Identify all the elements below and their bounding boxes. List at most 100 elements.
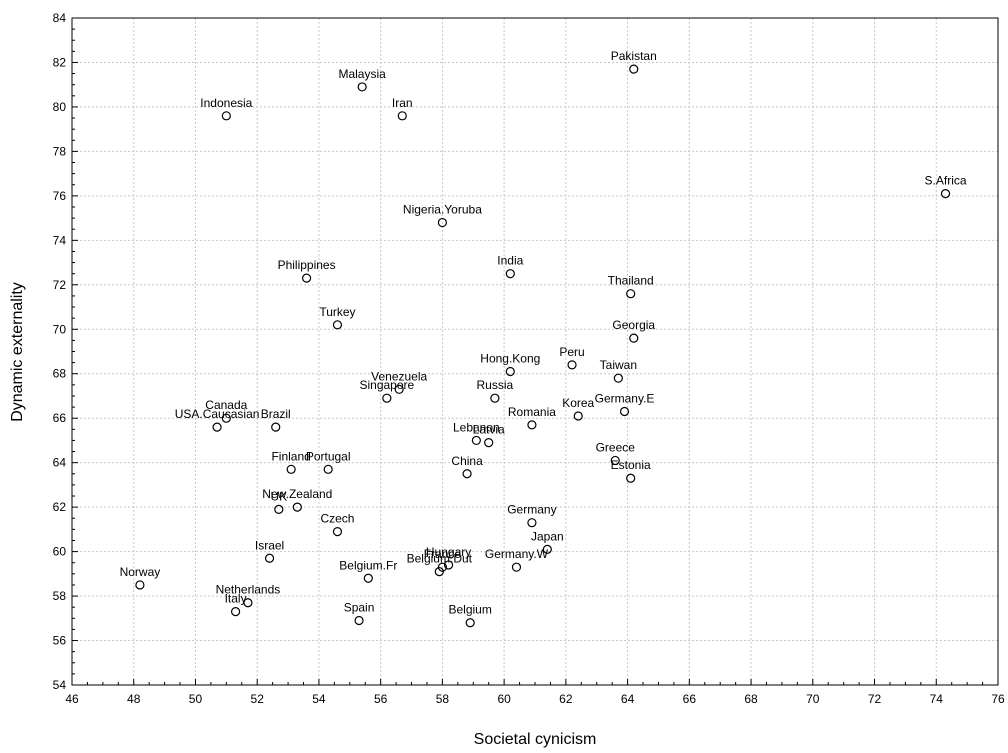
point-label: Norway: [120, 565, 161, 579]
data-point: [484, 438, 494, 448]
grid-lines: [72, 18, 998, 685]
data-point: [505, 269, 515, 279]
x-tick-label: 72: [868, 692, 882, 706]
point-label: Romania: [508, 405, 556, 419]
point-label: S.Africa: [925, 174, 967, 188]
data-point: [629, 333, 639, 343]
y-tick-label: 78: [53, 144, 67, 158]
data-point: [567, 360, 577, 370]
point-label: Indonesia: [200, 96, 252, 110]
point-label: Belgium.Dut: [407, 552, 473, 566]
point-label: Czech: [320, 512, 354, 526]
y-tick-label: 80: [53, 100, 67, 114]
x-tick-label: 62: [559, 692, 573, 706]
y-tick-label: 76: [53, 189, 67, 203]
y-tick-label: 66: [53, 411, 67, 425]
data-point: [511, 562, 522, 572]
point-label: Georgia: [612, 318, 655, 332]
data-point: [505, 366, 515, 377]
data-point: [619, 406, 630, 417]
y-tick-label: 72: [53, 278, 67, 292]
x-tick-label: 56: [374, 692, 388, 706]
x-tick-label: 74: [930, 692, 944, 706]
point-label: China: [451, 454, 483, 468]
data-point: [613, 373, 623, 383]
point-label: Germany.E: [595, 392, 655, 406]
point-label: USA.Caucasian: [175, 407, 260, 421]
point-label: Malaysia: [338, 67, 386, 81]
data-points: Pakistan Malaysia Indonesia Iran S.Africa Nig…: [120, 49, 967, 628]
y-tick-label: 56: [53, 634, 67, 648]
point-label: Singapore: [359, 378, 414, 392]
x-tick-label: 58: [436, 692, 450, 706]
point-label: Lebanon: [453, 420, 500, 434]
data-point: [363, 573, 373, 583]
x-tick-label: 50: [189, 692, 203, 706]
data-point: [437, 217, 447, 228]
y-tick-label: 60: [53, 545, 67, 559]
data-point: [301, 273, 312, 283]
point-label: Latvia: [473, 423, 505, 437]
data-point: [274, 504, 284, 514]
point-label: Estonia: [611, 458, 651, 472]
point-label: Belgium.Fr: [339, 558, 397, 572]
y-tick-label: 70: [53, 322, 67, 336]
data-point: [332, 526, 343, 537]
x-tick-label: 52: [251, 692, 265, 706]
data-point: [135, 580, 145, 590]
point-label: Russia: [477, 378, 514, 392]
point-label: Venezuela: [371, 369, 427, 383]
point-label: Hungary: [426, 545, 471, 559]
y-tick-label: 62: [53, 500, 67, 514]
x-tick-label: 48: [127, 692, 141, 706]
data-point: [471, 435, 481, 446]
data-point: [382, 393, 392, 403]
point-label: Netherlands: [216, 583, 281, 597]
data-point: [357, 82, 367, 92]
point-label: Japan: [531, 529, 564, 543]
data-point: [221, 111, 231, 121]
point-label: Israel: [255, 538, 284, 552]
point-label: Canada: [205, 398, 247, 412]
point-label: Philippines: [278, 258, 336, 272]
x-tick-label: 60: [497, 692, 511, 706]
point-label: Brazil: [261, 407, 291, 421]
y-tick-label: 58: [53, 589, 67, 603]
data-point: [292, 502, 302, 512]
point-label: Turkey: [319, 305, 355, 319]
point-label: Nigeria.Yoruba: [403, 203, 482, 217]
point-label: Pakistan: [611, 49, 657, 63]
y-tick-label: 84: [53, 11, 67, 25]
x-tick-label: 54: [312, 692, 326, 706]
x-tick-label: 64: [621, 692, 635, 706]
data-point: [230, 607, 241, 617]
point-label: Iran: [392, 96, 413, 110]
data-point: [271, 422, 281, 432]
y-tick-label: 74: [53, 233, 67, 247]
data-point: [940, 189, 951, 199]
data-point: [394, 384, 404, 394]
data-point: [465, 618, 475, 628]
data-point: [286, 464, 296, 474]
data-point: [332, 320, 343, 330]
data-point: [462, 469, 472, 479]
data-point: [221, 413, 231, 423]
point-label: Belgium: [449, 603, 492, 617]
point-label: India: [497, 254, 523, 268]
data-point: [490, 393, 500, 403]
point-label: Germany: [507, 503, 556, 517]
data-point: [542, 544, 552, 554]
data-point: [626, 473, 636, 483]
point-label: Korea: [562, 396, 594, 410]
point-label: New.Zealand: [262, 487, 332, 501]
data-point: [573, 411, 583, 421]
point-label: Portugal: [306, 449, 351, 463]
y-tick-label: 82: [53, 55, 67, 69]
point-label: Taiwan: [600, 358, 637, 372]
data-point: [527, 420, 537, 430]
point-label: Hong.Kong: [480, 352, 540, 366]
data-point: [243, 598, 253, 608]
y-tick-label: 68: [53, 367, 67, 381]
point-label: France: [424, 547, 462, 561]
